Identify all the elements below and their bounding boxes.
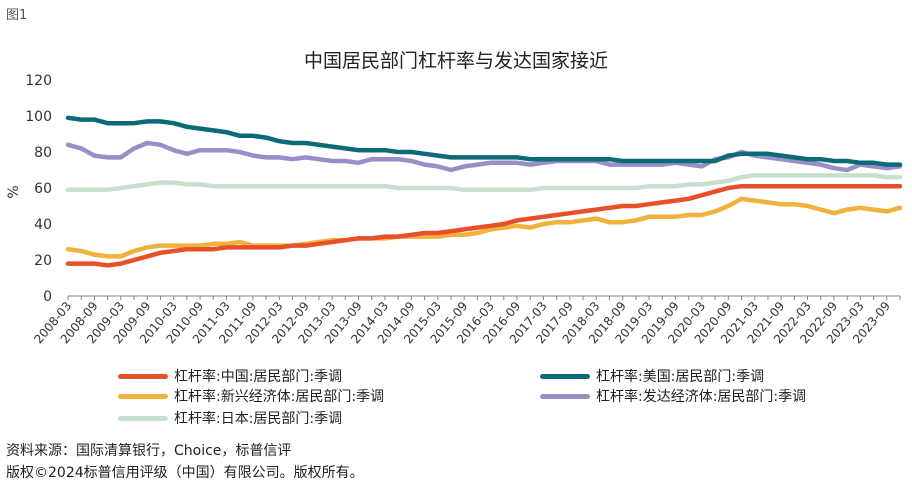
y-tick-label: 80 (34, 145, 52, 161)
legend-swatch (118, 373, 168, 379)
series-line-1 (65, 183, 903, 268)
legend-swatch (540, 373, 590, 379)
legend-item: 杠杆率:新兴经济体:居民部门:季调 (118, 386, 384, 406)
series-line-5 (65, 173, 903, 193)
legend-label: 杠杆率:发达经济体:居民部门:季调 (596, 389, 807, 405)
y-tick-label: 100 (25, 109, 52, 125)
y-tick-label: 120 (25, 73, 52, 89)
y-axis-label: % (6, 185, 22, 198)
legend-swatch (118, 393, 168, 399)
legend-swatch (118, 415, 168, 421)
legend-item: 杠杆率:中国:居民部门:季调 (118, 366, 342, 386)
y-tick-label: 40 (34, 217, 52, 233)
series-line-2 (65, 115, 903, 167)
legend-item: 杠杆率:日本:居民部门:季调 (118, 408, 342, 428)
legend-label: 杠杆率:新兴经济体:居民部门:季调 (174, 389, 385, 405)
source-note: 资料来源：国际清算银行，Choice，标普信评 (6, 443, 292, 459)
series-line-4 (65, 140, 903, 173)
series-lines (65, 115, 903, 268)
chart-title: 中国居民部门杠杆率与发达国家接近 (303, 50, 608, 72)
y-axis: 0 20 40 60 80 100 120 (25, 73, 52, 305)
legend-label: 杠杆率:美国:居民部门:季调 (596, 369, 765, 385)
figure-label: 图1 (6, 8, 28, 23)
y-tick-label: 0 (43, 289, 52, 305)
x-axis: 2008-032008-092009-032009-092010-032010-… (31, 295, 901, 346)
line-chart: 0 20 40 60 80 100 120 2008-032008-092009-03200… (6, 73, 903, 346)
series-line-3 (65, 196, 903, 259)
legend-item: 杠杆率:发达经济体:居民部门:季调 (540, 386, 806, 406)
legend-label: 杠杆率:日本:居民部门:季调 (174, 411, 343, 427)
copyright-note: 版权©2024标普信用评级（中国）有限公司。版权所有。 (6, 465, 364, 481)
y-tick-label: 20 (34, 253, 52, 269)
y-tick-label: 60 (34, 181, 52, 197)
legend-label: 杠杆率:中国:居民部门:季调 (174, 369, 343, 385)
legend-item: 杠杆率:美国:居民部门:季调 (540, 366, 764, 386)
legend-swatch (540, 393, 590, 399)
